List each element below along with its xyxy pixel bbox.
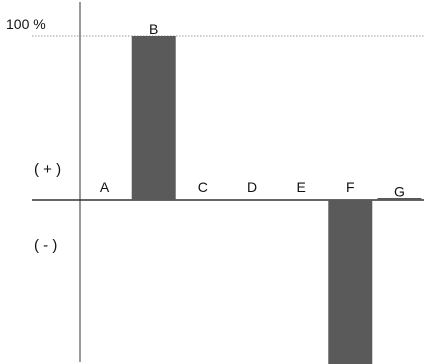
category-label-b: B [149,21,158,37]
category-label-f: F [346,179,355,195]
negative-region-label: ( - ) [34,237,57,254]
bar-g [377,198,422,200]
category-label-a: A [100,179,110,195]
bar-f [328,200,373,364]
bars [131,36,422,364]
category-label-c: C [198,179,208,195]
y-tick-label-100: 100 % [6,16,46,32]
bar-b [131,36,176,200]
positive-region-label: ( + ) [34,161,61,178]
category-label-d: D [247,179,257,195]
category-label-e: E [296,179,305,195]
category-labels: A B C D E F G [100,21,405,199]
category-label-g: G [394,183,405,199]
